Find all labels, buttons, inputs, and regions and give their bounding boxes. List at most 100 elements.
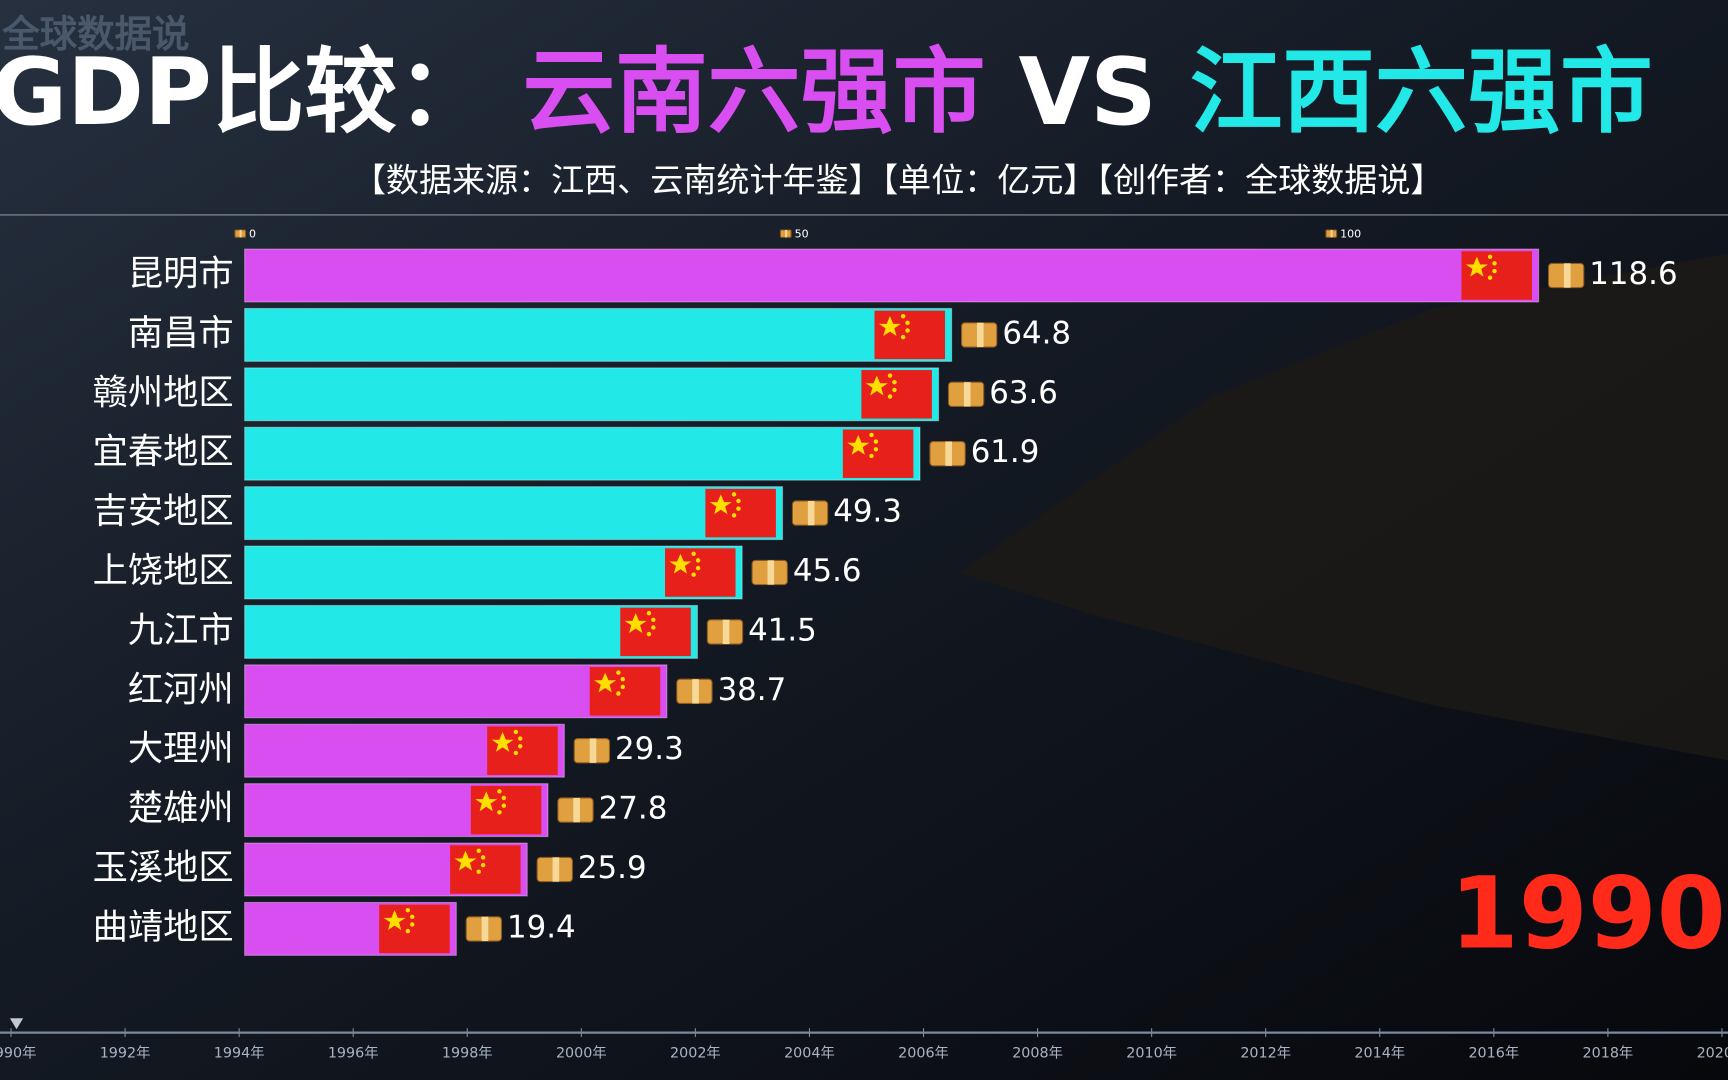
flag — [620, 607, 691, 657]
value-label: 27.8 — [599, 791, 668, 827]
flag-star — [669, 553, 692, 574]
title-part: 云南六强市 — [523, 39, 986, 147]
flag — [470, 785, 542, 835]
flag-star-small — [873, 439, 879, 444]
flag-star-small — [1487, 275, 1493, 280]
subtitle: 【数据来源：江西、云南统计年鉴】【单位：亿元】【创作者：全球数据说】 — [353, 160, 1444, 199]
timeline-label: 2014年 — [1354, 1045, 1405, 1062]
y-tick-label: 宜春地区 — [93, 432, 234, 473]
value-label: 64.8 — [1002, 315, 1071, 351]
year-label: 1990 — [1450, 857, 1726, 972]
money-icon-band — [722, 619, 730, 645]
flag-star-small — [616, 670, 621, 675]
timeline-label: 2004年 — [784, 1045, 835, 1062]
bar — [244, 545, 743, 600]
flag-star-small — [1487, 254, 1493, 259]
flag-star-small — [410, 922, 415, 927]
bar — [244, 486, 784, 541]
flag-star-small — [869, 432, 874, 438]
watermark: 全球数据说 — [1, 12, 189, 56]
bar — [244, 307, 953, 362]
y-tick-label: 楚雄州 — [128, 788, 234, 829]
x-tick-label: 50 — [795, 228, 809, 241]
flag-star-small — [501, 803, 507, 808]
flag-star — [454, 850, 477, 871]
money-icon-band — [1330, 229, 1333, 238]
flag-star — [709, 494, 732, 515]
value-label: 25.9 — [578, 850, 647, 886]
flag-star-small — [905, 328, 910, 333]
x-tick-label: 0 — [249, 228, 256, 241]
flag-star-small — [410, 914, 415, 919]
flag — [665, 548, 736, 597]
flag-star — [491, 731, 514, 752]
money-icon-band — [1563, 263, 1571, 288]
flag — [874, 310, 946, 360]
value-label: 19.4 — [507, 909, 576, 945]
flag-star — [475, 791, 498, 812]
timeline-label: 2020年 — [1697, 1045, 1728, 1062]
flag-star-small — [476, 869, 481, 874]
flag-star-small — [905, 320, 910, 325]
flag — [379, 904, 450, 954]
y-tick-label: 上饶地区 — [93, 551, 234, 592]
flag — [861, 370, 932, 419]
timeline-label: 2018年 — [1583, 1045, 1634, 1062]
y-tick-label: 大理州 — [128, 729, 234, 770]
flag-star-small — [646, 631, 652, 637]
timeline-label: 1992年 — [100, 1045, 151, 1062]
timeline-label: 2000年 — [556, 1045, 607, 1062]
x-tick-label: 100 — [1340, 228, 1361, 241]
flag-star-small — [695, 558, 701, 563]
flag-star-small — [892, 387, 897, 393]
flag — [1461, 251, 1532, 300]
money-icon-band — [767, 560, 775, 585]
flag-star-small — [691, 551, 696, 556]
flag-star-small — [691, 572, 696, 577]
flag-star-small — [616, 691, 621, 696]
y-tick-label: 红河州 — [128, 669, 234, 710]
money-icon-band — [573, 797, 580, 823]
flag-star-small — [651, 617, 656, 622]
timeline-label: 2006年 — [898, 1045, 949, 1062]
value-label: 61.9 — [971, 434, 1040, 470]
title-part: 江西六强市 — [1190, 39, 1653, 147]
flag-star-small — [887, 373, 893, 378]
flag-star-small — [476, 848, 481, 853]
flag — [705, 488, 776, 538]
flag-star — [878, 316, 901, 337]
money-icon-band — [945, 441, 952, 466]
value-label: 49.3 — [833, 494, 902, 530]
flag-star — [594, 672, 617, 693]
timeline-label: 1994年 — [214, 1045, 265, 1062]
y-tick-label: 吉安地区 — [93, 491, 234, 532]
flag-star-small — [405, 907, 411, 913]
scenery — [958, 253, 1728, 761]
value-label: 63.6 — [989, 375, 1058, 411]
flag-star-small — [1492, 268, 1497, 274]
title-part: VS — [1018, 39, 1156, 147]
flag-star-small — [497, 810, 502, 815]
flag — [487, 726, 558, 775]
timeline-marker — [9, 1018, 24, 1030]
money-icon-band — [785, 229, 788, 238]
timeline-label: 2012年 — [1240, 1045, 1291, 1062]
flag-star-small — [405, 928, 411, 934]
flag-star-small — [731, 492, 737, 497]
flag-star-small — [900, 313, 906, 319]
bar — [244, 248, 1540, 303]
flag — [589, 667, 661, 716]
timeline-label: 1998年 — [442, 1045, 493, 1062]
y-tick-label: 九江市 — [128, 610, 234, 651]
flag-star-small — [513, 729, 519, 735]
flag-star-small — [518, 736, 523, 741]
flag-star-small — [736, 506, 741, 511]
flag-star — [865, 375, 888, 396]
flag-star-small — [1492, 261, 1497, 266]
title-part: GDP比较： — [0, 39, 490, 147]
money-icon-band — [692, 679, 699, 704]
chart-title: GDP比较： 云南六强市 VS 江西六强市 — [0, 39, 1653, 147]
value-label: 118.6 — [1589, 256, 1677, 292]
